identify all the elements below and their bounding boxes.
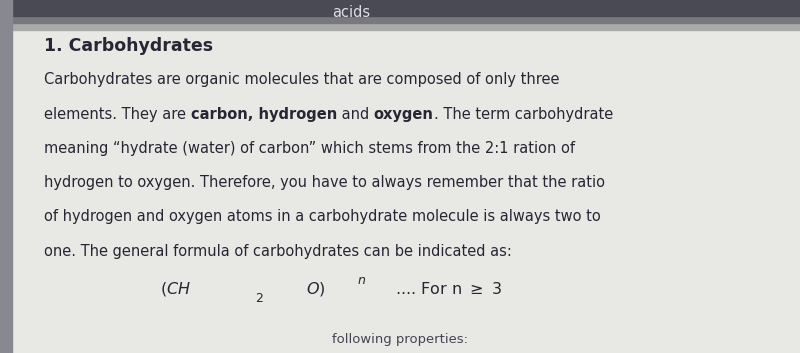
Text: Carbohydrates are organic molecules that are composed of only three: Carbohydrates are organic molecules that… xyxy=(44,72,559,87)
Text: $O)$: $O)$ xyxy=(306,281,326,298)
Text: . The term carbohydrate: . The term carbohydrate xyxy=(434,107,613,121)
Text: 1. Carbohydrates: 1. Carbohydrates xyxy=(44,37,213,55)
Text: $2$: $2$ xyxy=(255,292,264,305)
Text: hydrogen to oxygen. Therefore, you have to always remember that the ratio: hydrogen to oxygen. Therefore, you have … xyxy=(44,175,605,190)
Text: $(CH$: $(CH$ xyxy=(160,281,191,298)
Text: of hydrogen and oxygen atoms in a carbohydrate molecule is always two to: of hydrogen and oxygen atoms in a carboh… xyxy=(44,209,601,224)
Bar xyxy=(0,0,800,16)
Text: acids: acids xyxy=(332,5,370,20)
Text: $n$: $n$ xyxy=(357,274,366,287)
Text: elements. They are: elements. They are xyxy=(44,107,190,121)
Bar xyxy=(0,0,12,353)
Bar xyxy=(0,16,800,23)
Text: carbon, hydrogen: carbon, hydrogen xyxy=(190,107,337,121)
Text: and: and xyxy=(337,107,374,121)
Bar xyxy=(0,23,800,30)
Text: meaning “hydrate (water) of carbon” which stems from the 2:1 ration of: meaning “hydrate (water) of carbon” whic… xyxy=(44,141,575,156)
Text: oxygen: oxygen xyxy=(374,107,434,121)
Text: following properties:: following properties: xyxy=(332,333,468,346)
Text: one. The general formula of carbohydrates can be indicated as:: one. The general formula of carbohydrate… xyxy=(44,244,512,258)
Text: .... For n $\geq$ 3: .... For n $\geq$ 3 xyxy=(390,281,502,298)
